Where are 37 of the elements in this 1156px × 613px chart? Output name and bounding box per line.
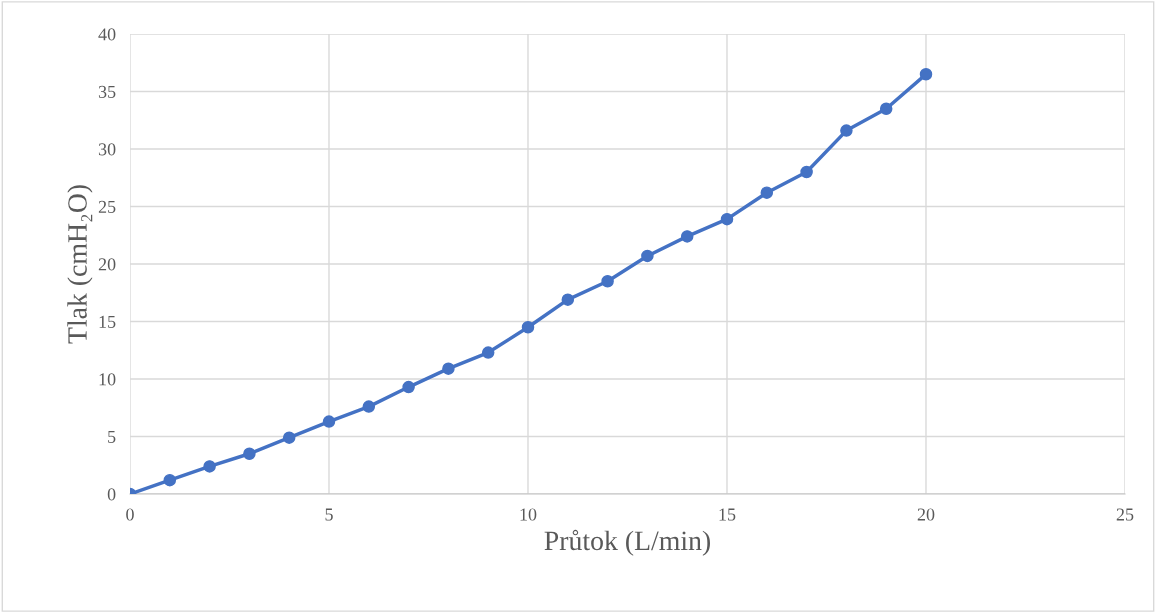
x-tick-label: 15 bbox=[719, 508, 736, 521]
y-tick-label: 20 bbox=[98, 258, 116, 271]
y-tick-label: 15 bbox=[99, 315, 116, 328]
point bbox=[362, 400, 376, 413]
point bbox=[561, 293, 575, 306]
y-tick-label: 40 bbox=[98, 28, 116, 41]
point bbox=[203, 460, 216, 473]
point bbox=[720, 212, 734, 226]
point bbox=[800, 165, 813, 179]
x-tick-label: 0 bbox=[126, 508, 134, 521]
point bbox=[521, 320, 535, 334]
x-axis-title: Průtok (L/min) bbox=[544, 529, 710, 556]
y-tick-label: 10 bbox=[99, 373, 116, 386]
x-tick-label: 5 bbox=[325, 508, 333, 521]
x-tick-label: 25 bbox=[1116, 508, 1134, 521]
point bbox=[402, 380, 415, 394]
point bbox=[879, 102, 893, 116]
point bbox=[840, 124, 853, 137]
point bbox=[322, 415, 336, 428]
y-tick-label: 35 bbox=[98, 85, 116, 98]
point bbox=[481, 346, 495, 359]
y-tick-label: 0 bbox=[107, 488, 116, 501]
point bbox=[282, 431, 296, 444]
y-tick-label: 5 bbox=[108, 430, 116, 443]
point bbox=[680, 230, 694, 243]
point bbox=[163, 473, 177, 487]
y-axis-title: Tlak (cmH₂O) bbox=[67, 185, 93, 344]
point bbox=[442, 362, 455, 375]
x-tick-label: 20 bbox=[917, 508, 935, 521]
point bbox=[243, 447, 256, 461]
point bbox=[641, 249, 654, 263]
point bbox=[601, 274, 614, 288]
y-tick-label: 30 bbox=[98, 143, 116, 156]
y-tick-label: 25 bbox=[98, 200, 116, 213]
point bbox=[919, 67, 933, 81]
point bbox=[760, 186, 774, 199]
x-tick-label: 10 bbox=[520, 508, 537, 521]
